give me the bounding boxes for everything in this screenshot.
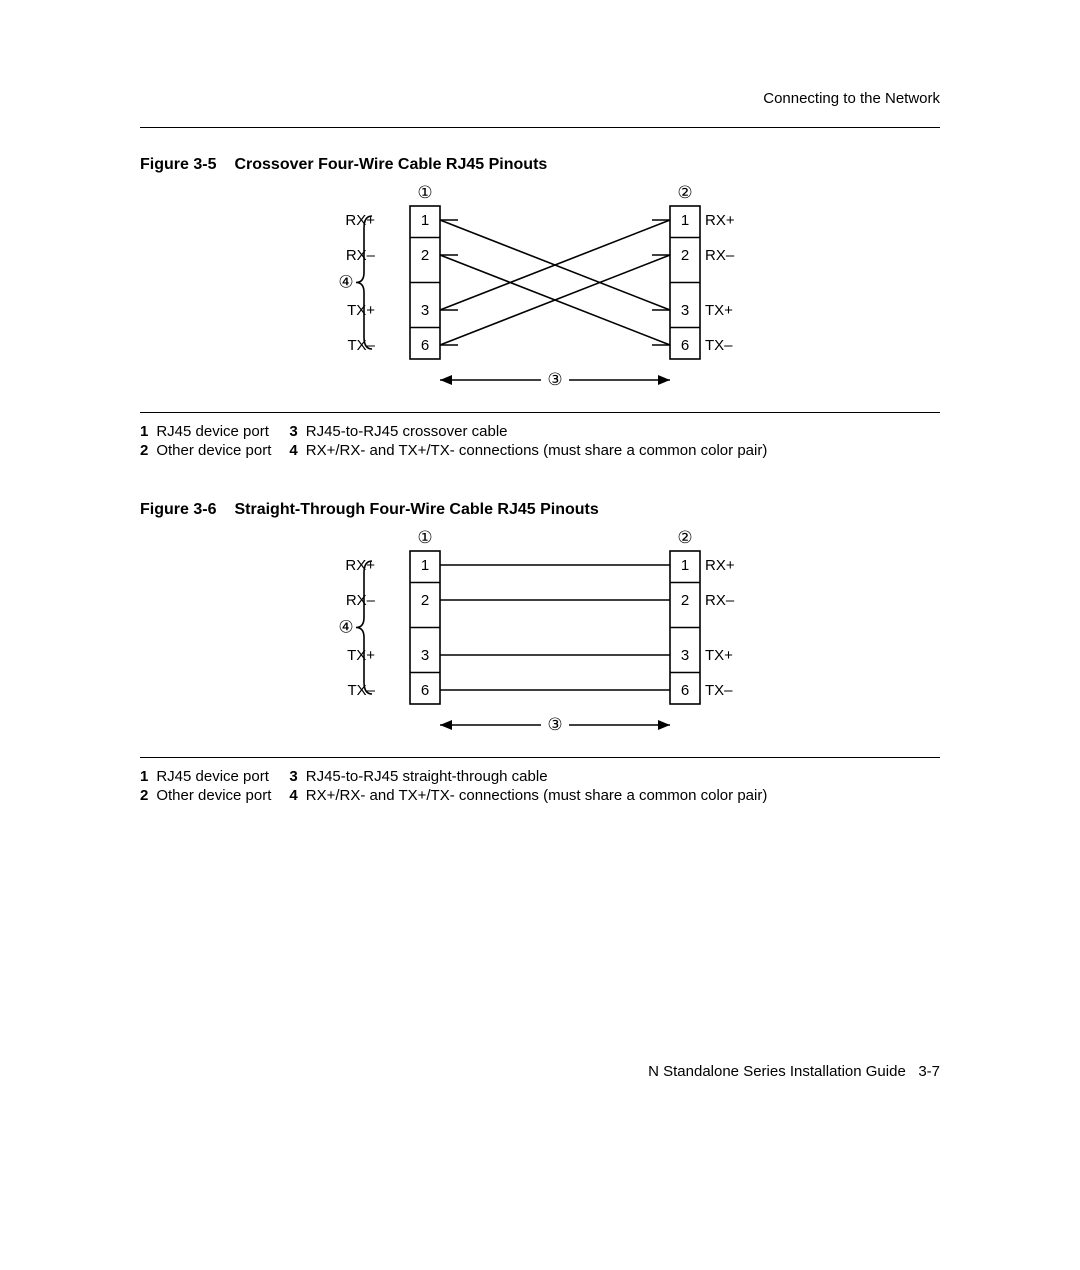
svg-text:2: 2 (421, 592, 429, 609)
pinout-diagram: RX+ 1 1 RX+ RX– 2 2 RX– TX+ 3 3 TX+ TX– 6 6 TX– ① ② ④ ③ (305, 525, 775, 755)
svg-text:RX+: RX+ (705, 557, 735, 574)
legend-key: 1 (140, 423, 156, 442)
svg-text:④: ④ (338, 618, 353, 637)
svg-text:RX+: RX+ (345, 212, 375, 229)
svg-text:②: ② (677, 183, 692, 202)
figure-caption: Straight-Through Four-Wire Cable RJ45 Pi… (234, 501, 598, 518)
svg-text:RX–: RX– (705, 592, 735, 609)
legend-text: RJ45 device port (156, 423, 277, 442)
figure-number: Figure 3-5 (140, 156, 216, 173)
svg-text:6: 6 (421, 337, 429, 354)
svg-text:①: ① (417, 183, 432, 202)
legend-rule (140, 412, 940, 413)
svg-text:6: 6 (421, 682, 429, 699)
pinout-diagram: RX+ 1 1 RX+ RX– 2 2 RX– TX+ 3 3 TX+ TX– 6 6 TX– ① ② ④ ③ (305, 180, 775, 410)
legend-key: 2 (140, 787, 156, 806)
legend-text: RJ45 device port (156, 768, 277, 787)
svg-text:RX+: RX+ (705, 212, 735, 229)
figure-caption: Crossover Four-Wire Cable RJ45 Pinouts (234, 156, 547, 173)
figure-title: Figure 3-5 Crossover Four-Wire Cable RJ45… (140, 156, 940, 174)
svg-text:2: 2 (681, 247, 689, 264)
svg-text:TX+: TX+ (347, 302, 375, 319)
svg-text:6: 6 (681, 682, 689, 699)
diagram-container: RX+ 1 1 RX+ RX– 2 2 RX– TX+ 3 3 TX+ TX– 6 6 TX– ① ② ④ ③ (140, 180, 940, 410)
legend-text: RJ45-to-RJ45 crossover cable (306, 423, 774, 442)
svg-text:3: 3 (421, 647, 429, 664)
legend-key: 3 (289, 423, 305, 442)
header-rule (140, 127, 940, 128)
legend-key: 3 (289, 768, 305, 787)
figure-number: Figure 3-6 (140, 501, 216, 518)
footer-page: 3-7 (918, 1063, 940, 1080)
svg-text:③: ③ (547, 370, 562, 389)
svg-text:RX+: RX+ (345, 557, 375, 574)
svg-text:③: ③ (547, 715, 562, 734)
legend-key: 4 (289, 442, 305, 461)
legend-rule (140, 757, 940, 758)
svg-text:TX–: TX– (347, 337, 375, 354)
svg-text:TX–: TX– (705, 682, 733, 699)
legend-text: RJ45-to-RJ45 straight-through cable (306, 768, 774, 787)
svg-text:3: 3 (681, 647, 689, 664)
svg-text:1: 1 (681, 557, 689, 574)
svg-text:①: ① (417, 528, 432, 547)
svg-text:6: 6 (681, 337, 689, 354)
legend-text: RX+/RX- and TX+/TX- connections (must sh… (306, 442, 774, 461)
svg-text:2: 2 (681, 592, 689, 609)
svg-text:RX–: RX– (705, 247, 735, 264)
svg-text:3: 3 (421, 302, 429, 319)
figure-title: Figure 3-6 Straight-Through Four-Wire Cab… (140, 501, 940, 519)
svg-text:②: ② (677, 528, 692, 547)
legend-key: 4 (289, 787, 305, 806)
legend-table: 1RJ45 device port 3RJ45-to-RJ45 crossover… (140, 423, 773, 461)
page: Connecting to the Network Figure 3-5 Cros… (0, 0, 1080, 1270)
legend-text: RX+/RX- and TX+/TX- connections (must sh… (306, 787, 774, 806)
legend-table: 1RJ45 device port 3RJ45-to-RJ45 straight-… (140, 768, 773, 806)
svg-text:TX+: TX+ (705, 647, 733, 664)
svg-text:④: ④ (338, 273, 353, 292)
legend-key: 1 (140, 768, 156, 787)
diagram-container: RX+ 1 1 RX+ RX– 2 2 RX– TX+ 3 3 TX+ TX– 6 6 TX– ① ② ④ ③ (140, 525, 940, 755)
legend-text: Other device port (156, 787, 277, 806)
page-footer: N Standalone Series Installation Guide 3… (648, 1063, 940, 1080)
svg-text:TX+: TX+ (347, 647, 375, 664)
running-header: Connecting to the Network (140, 90, 940, 107)
svg-text:2: 2 (421, 247, 429, 264)
svg-text:TX–: TX– (705, 337, 733, 354)
svg-text:3: 3 (681, 302, 689, 319)
legend-text: Other device port (156, 442, 277, 461)
svg-text:1: 1 (421, 557, 429, 574)
svg-text:1: 1 (681, 212, 689, 229)
svg-text:TX+: TX+ (705, 302, 733, 319)
footer-doc: N Standalone Series Installation Guide (648, 1063, 906, 1080)
svg-text:RX–: RX– (346, 592, 376, 609)
svg-text:TX–: TX– (347, 682, 375, 699)
legend-key: 2 (140, 442, 156, 461)
svg-text:RX–: RX– (346, 247, 376, 264)
svg-text:1: 1 (421, 212, 429, 229)
